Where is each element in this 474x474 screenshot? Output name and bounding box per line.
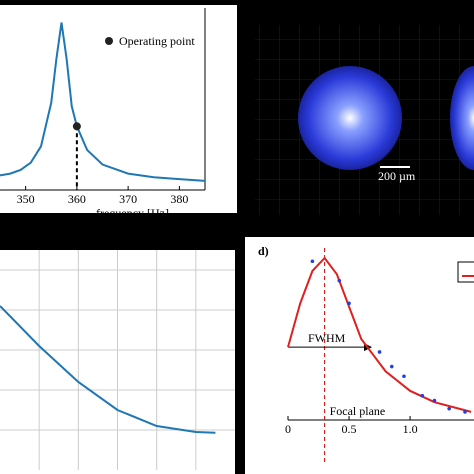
beam-spot [450,66,474,170]
x-tick-label: 0 [285,422,291,436]
data-point [447,406,451,411]
x-tick-label: 360 [68,192,86,206]
focal-plane-label: Focal plane [330,404,386,418]
line [287,256,472,413]
x-axis-label: frequency [Hz] [96,206,169,220]
panel-label: d) [258,244,269,258]
x-tick-label: 350 [17,192,35,206]
operating-point [72,122,81,131]
beam-spot [298,66,402,170]
line [0,305,216,434]
data-point [337,278,342,283]
line [0,22,206,182]
x-tick-label: 1.0 [403,422,418,436]
data-point [310,259,315,264]
data-point [347,301,351,306]
x-tick-label: 0.5 [342,422,357,436]
data-point [463,410,467,414]
data-point [377,350,382,354]
x-tick-label: 370 [119,192,137,206]
panel-d [245,237,474,474]
data-point [389,364,394,369]
data-point [432,398,437,403]
panel-a [0,5,237,213]
data-point [402,374,406,379]
legend-marker [105,37,113,45]
data-point [420,393,425,398]
scale-bar-label: 200 µm [378,169,416,183]
fwhm-label: FWHM [308,331,346,345]
x-tick-label: 380 [170,192,188,206]
legend-label: Operating point [119,34,195,48]
legend-box [457,261,474,283]
